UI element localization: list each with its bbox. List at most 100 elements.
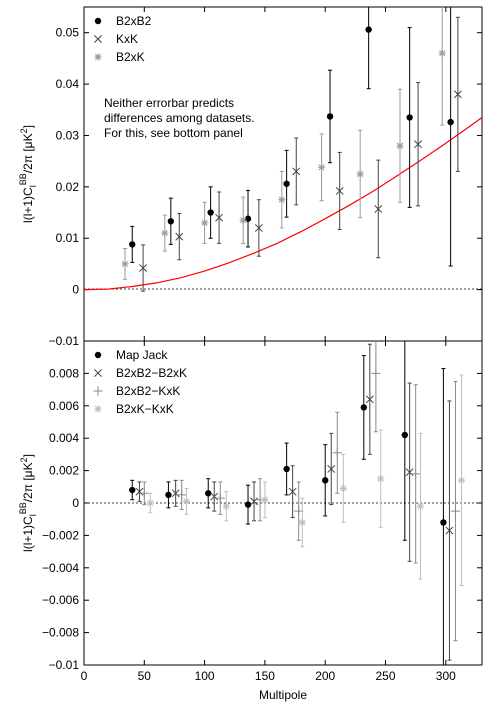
y-tick-label: 0.004 (49, 431, 79, 445)
legend-label: Map Jack (116, 348, 168, 362)
data-point (377, 475, 385, 483)
data-point (326, 113, 334, 120)
data-point (332, 448, 342, 458)
data-point (374, 204, 383, 213)
data-point (405, 468, 414, 477)
data-point (294, 506, 304, 516)
data-point (182, 497, 191, 505)
data-point (457, 476, 466, 484)
y-tick-label: 0.03 (56, 128, 80, 142)
x-tick-label: 0 (81, 669, 88, 683)
data-point (207, 209, 214, 216)
y-tick-label: 0.01 (56, 231, 80, 245)
y-tick-label: 0.002 (49, 464, 79, 478)
data-point (139, 488, 149, 498)
data-point (215, 493, 225, 503)
series-b2xk-kxk (146, 374, 466, 587)
data-point (411, 469, 421, 479)
x-tick-label: 50 (138, 669, 152, 683)
top-y-ticks: −0.01 0 0.01 0.02 0.03 0.04 0.05 (49, 26, 482, 348)
data-point (222, 502, 230, 510)
series-b2xk (121, 7, 446, 280)
data-point (416, 502, 425, 510)
data-point (283, 465, 290, 473)
data-point (175, 232, 184, 241)
data-point (261, 496, 269, 504)
top-x-ticks (83, 7, 447, 341)
data-point (396, 142, 404, 150)
legend-label: B2xB2−KxK (116, 384, 180, 398)
data-point (167, 218, 175, 225)
x-axis-label: Multipole (259, 688, 307, 702)
data-point (278, 196, 286, 204)
data-point (335, 187, 344, 195)
data-point (298, 518, 306, 527)
bottom-y-ticks: −0.01 −0.008 −0.006 −0.004 −0.002 0 0.002 0.004… (42, 366, 482, 672)
legend-label: B2xK (116, 50, 145, 64)
bottom-data-marks (129, 341, 466, 665)
top-y-axis-label: l(l+1)ClBB/2π [μK2] (18, 125, 38, 223)
data-point (129, 241, 136, 248)
data-point (165, 491, 172, 499)
data-point (365, 26, 372, 33)
model-curve-line (83, 117, 483, 291)
data-point (205, 490, 212, 497)
y-tick-label: −0.006 (42, 593, 79, 607)
y-tick-label: 0.04 (56, 77, 80, 91)
legend-marker (94, 405, 102, 413)
data-point (365, 395, 374, 404)
data-point (171, 489, 180, 498)
data-point (215, 213, 224, 222)
data-point (438, 49, 446, 57)
data-point (327, 465, 336, 473)
y-tick-label: 0.008 (49, 366, 79, 380)
y-tick-label: −0.002 (42, 528, 79, 542)
y-tick-label: 0 (72, 496, 79, 510)
top-data-marks (121, 7, 462, 292)
data-point (450, 506, 461, 516)
data-point (445, 526, 454, 535)
bottom-y-axis-label: l(l+1)ClBB/2π [μK2] (18, 454, 38, 552)
x-tick-label: 100 (195, 669, 215, 683)
data-point (356, 170, 364, 178)
data-point (177, 490, 187, 500)
legend-marker (94, 369, 102, 377)
annotation-line-2: differences among datasets. (104, 111, 255, 125)
data-point (121, 260, 129, 268)
legend-marker (93, 386, 103, 396)
data-point (322, 477, 329, 484)
data-point (129, 486, 136, 494)
x-tick-label: 150 (255, 669, 275, 683)
x-tick-label: 300 (436, 669, 456, 683)
y-tick-label: 0.02 (56, 180, 80, 194)
legend-label: B2xB2 (116, 14, 152, 28)
data-point (292, 167, 301, 176)
top-model-curve (83, 117, 483, 291)
data-point (146, 499, 154, 507)
y-tick-label: −0.004 (42, 561, 79, 575)
series-b2xb2-b2xk (135, 343, 454, 661)
data-point (254, 224, 263, 232)
series-kxk (139, 16, 462, 292)
data-point (401, 431, 409, 439)
data-point (414, 140, 423, 149)
series-b2xb2 (129, 7, 454, 267)
annotation-line-3: For this, see bottom panel (104, 126, 243, 140)
legend-marker (94, 17, 102, 25)
legend-label: B2xK−KxK (116, 402, 174, 416)
data-point (210, 492, 219, 501)
data-point (239, 216, 247, 224)
series-map-jack (129, 341, 447, 665)
bottom-panel: −0.01 −0.008 −0.006 −0.004 −0.002 0 0.002 0.004… (18, 340, 483, 702)
x-tick-label: 250 (375, 669, 395, 683)
data-point (250, 497, 259, 506)
series-b2xb2-kxk (139, 341, 461, 642)
data-point (317, 163, 326, 171)
data-point (447, 118, 454, 126)
y-tick-label: −0.01 (49, 334, 80, 348)
y-tick-label: 0.006 (49, 399, 79, 413)
legend-label: B2xB2−B2xK (116, 366, 187, 380)
data-point (244, 215, 252, 222)
